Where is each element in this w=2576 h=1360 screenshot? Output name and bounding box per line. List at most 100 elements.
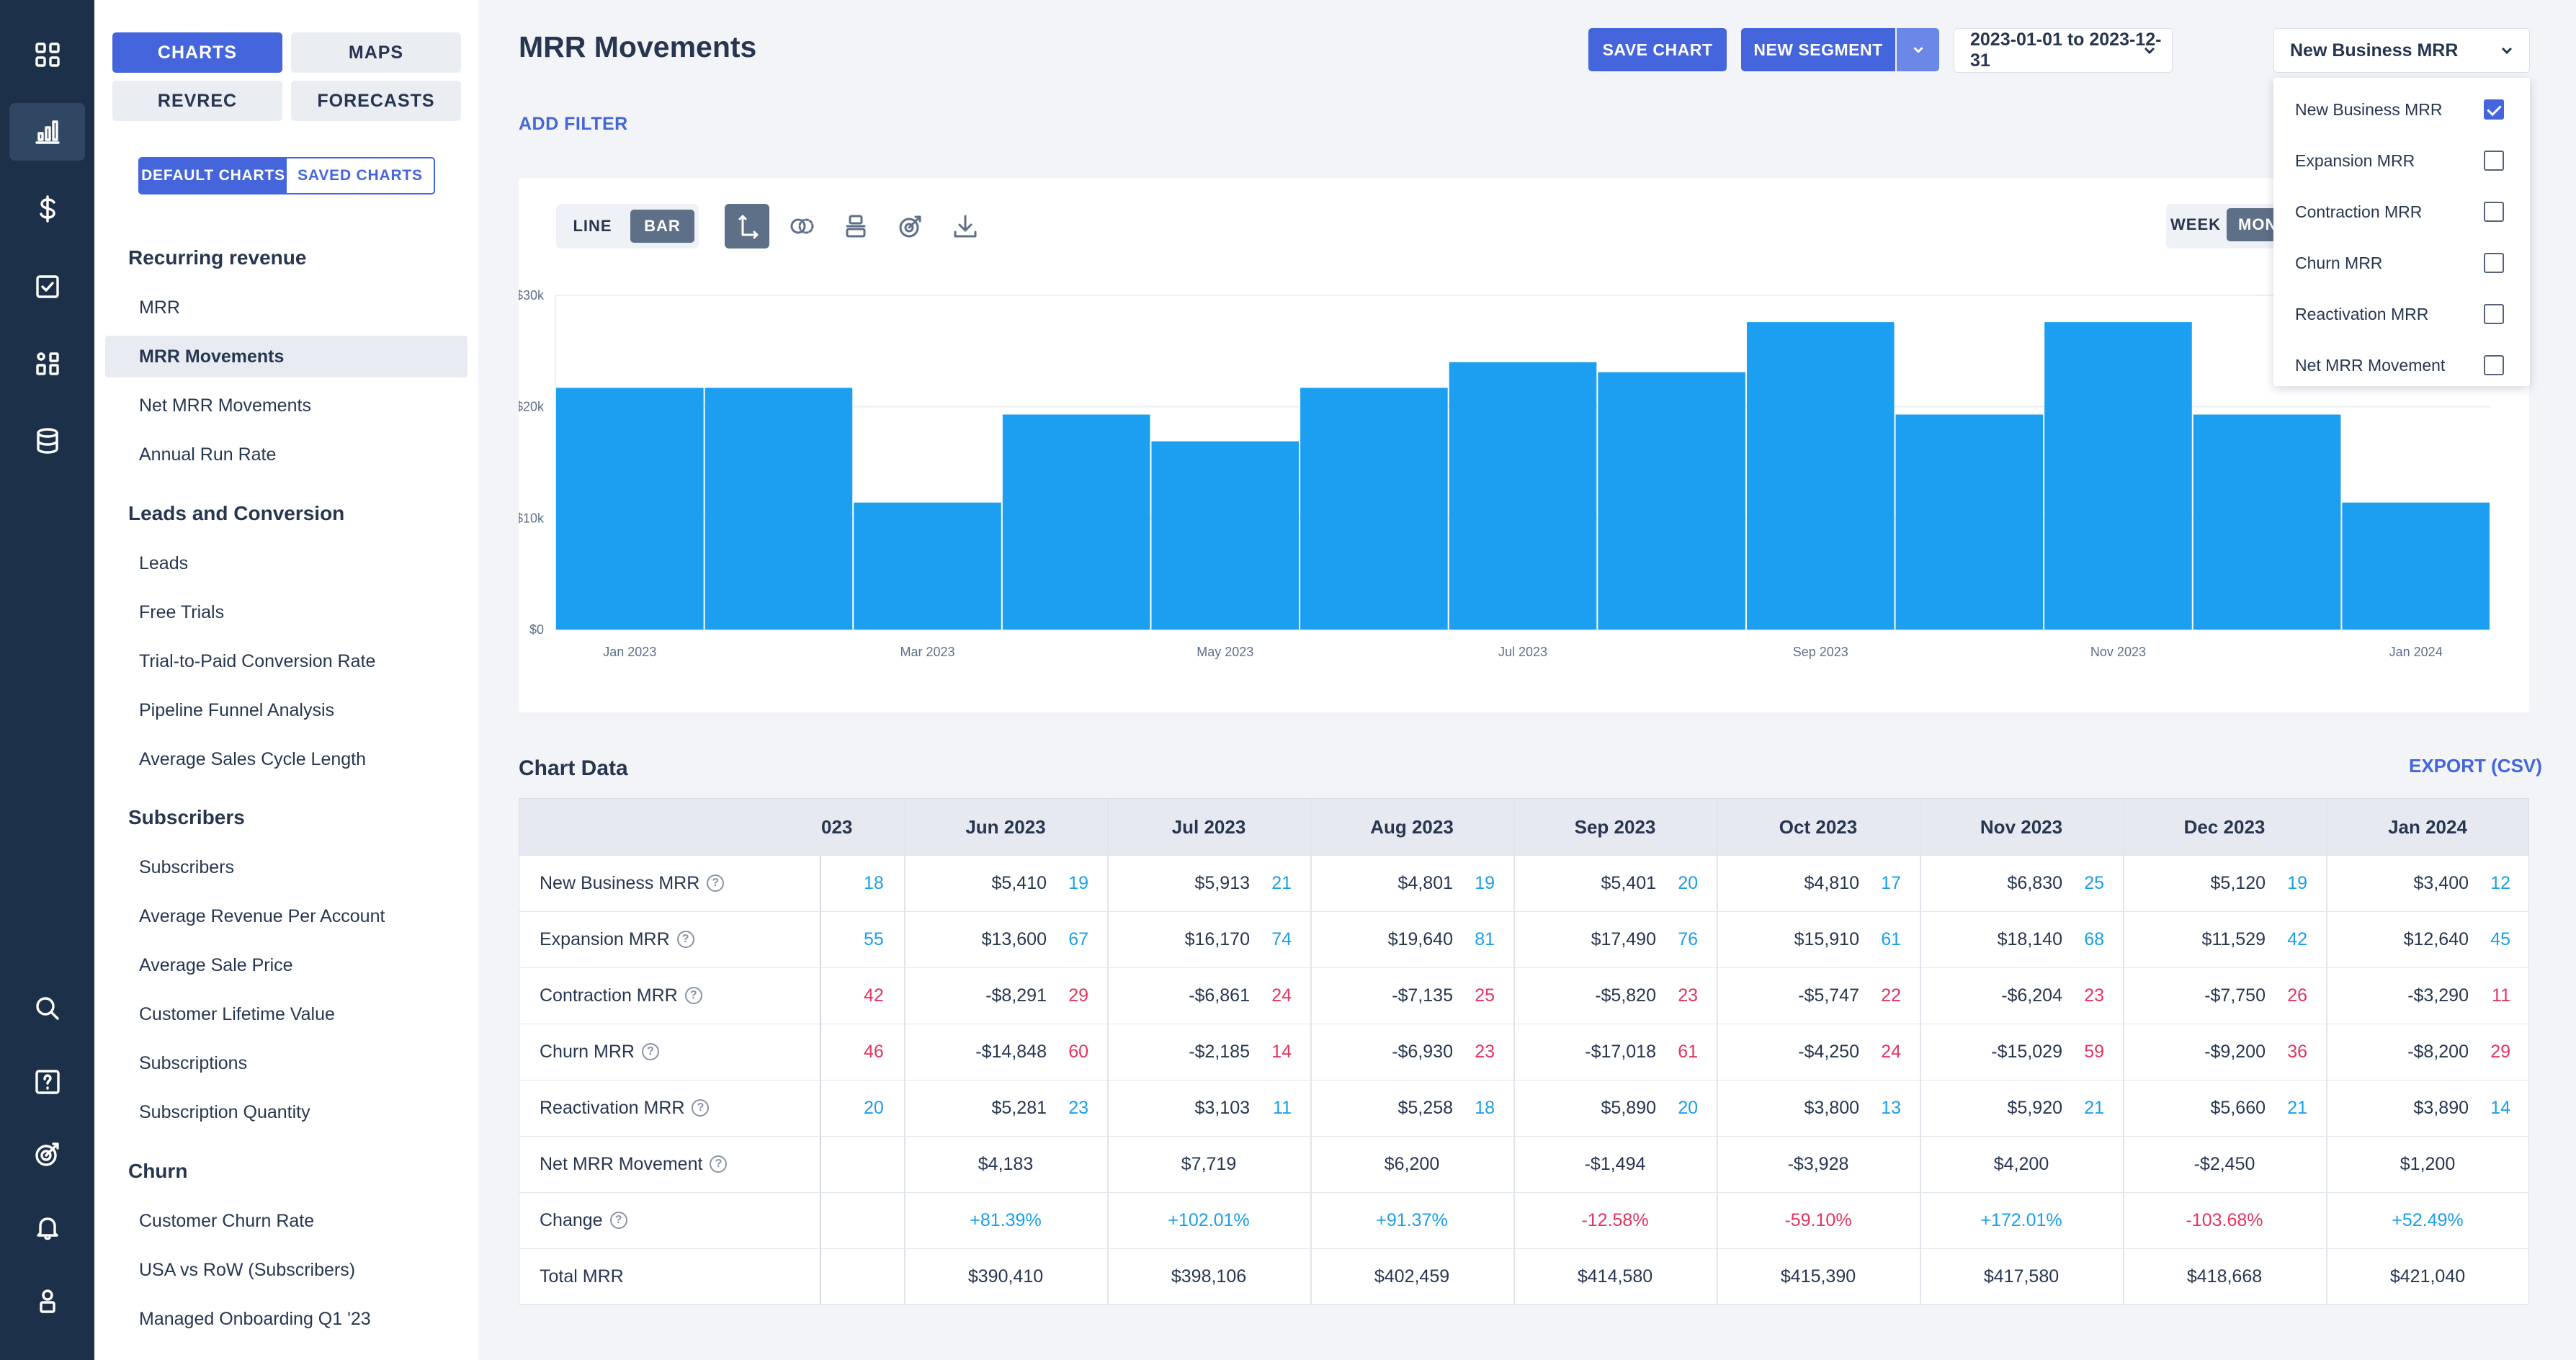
series-option[interactable]: New Business MRR xyxy=(2295,84,2518,135)
download-button[interactable] xyxy=(943,204,988,249)
series-option-checkbox[interactable] xyxy=(2484,99,2504,120)
count-cell[interactable]: 23 xyxy=(1068,1097,1088,1118)
goal-button[interactable] xyxy=(888,204,933,249)
add-filter-link[interactable]: ADD FILTER xyxy=(519,114,628,134)
count-cell[interactable]: 19 xyxy=(2287,872,2307,893)
target-icon[interactable] xyxy=(9,1125,85,1183)
bar[interactable] xyxy=(1598,372,1745,630)
bar-toggle[interactable]: BAR xyxy=(630,210,694,243)
checklist-icon[interactable] xyxy=(9,258,85,316)
count-cell[interactable]: 21 xyxy=(1271,872,1292,893)
count-cell[interactable]: 24 xyxy=(1271,985,1292,1006)
count-cell[interactable]: 18 xyxy=(1475,1097,1495,1118)
sidebar-item[interactable]: MRR Movements xyxy=(105,336,468,377)
count-cell[interactable]: 42 xyxy=(2287,929,2307,949)
help-icon[interactable] xyxy=(9,1053,85,1111)
bar[interactable] xyxy=(1300,388,1448,630)
sidebar-item[interactable]: Average Sale Price xyxy=(139,954,293,975)
count-cell[interactable]: 21 xyxy=(2084,1097,2104,1118)
count-cell[interactable]: 13 xyxy=(1881,1097,1901,1118)
help-icon[interactable]: ? xyxy=(641,1043,659,1060)
database-icon[interactable] xyxy=(9,412,85,470)
default-charts-button[interactable]: DEFAULT CHARTS xyxy=(140,158,287,193)
compare-button[interactable] xyxy=(779,204,824,249)
bar[interactable] xyxy=(2193,414,2341,630)
count-cell[interactable]: 17 xyxy=(1881,872,1901,893)
sidebar-item[interactable]: Subscription Quantity xyxy=(139,1101,310,1122)
sidebar-item[interactable]: Free Trials xyxy=(139,601,225,622)
count-cell[interactable]: 20 xyxy=(1678,872,1698,893)
sidebar-item[interactable]: MRR xyxy=(139,297,180,318)
save-chart-button[interactable]: SAVE CHART xyxy=(1588,28,1727,71)
sidebar-item[interactable]: Average Revenue Per Account xyxy=(139,905,385,926)
count-cell[interactable]: 26 xyxy=(2287,985,2307,1006)
segments-icon[interactable] xyxy=(9,335,85,393)
bell-icon[interactable] xyxy=(9,1199,85,1256)
count-cell[interactable]: 23 xyxy=(2084,985,2104,1006)
charts-icon[interactable] xyxy=(9,103,85,161)
count-cell[interactable]: 36 xyxy=(2287,1041,2307,1062)
help-icon[interactable]: ? xyxy=(609,1212,627,1229)
count-cell[interactable]: 20 xyxy=(1678,1097,1698,1118)
help-icon[interactable]: ? xyxy=(707,874,725,892)
count-cell[interactable]: 74 xyxy=(1271,929,1292,949)
bar[interactable] xyxy=(854,502,1001,630)
series-option-checkbox[interactable] xyxy=(2484,355,2504,375)
count-cell[interactable]: 22 xyxy=(1881,985,1901,1006)
count-cell[interactable]: 14 xyxy=(2490,1097,2510,1118)
count-cell[interactable]: 25 xyxy=(1475,985,1495,1006)
line-toggle[interactable]: LINE xyxy=(573,217,612,235)
series-option[interactable]: Expansion MRR xyxy=(2295,135,2518,187)
sidebar-item[interactable]: Annual Run Rate xyxy=(139,444,277,465)
sidebar-item[interactable]: Net MRR Movements xyxy=(139,395,311,416)
count-cell[interactable]: 61 xyxy=(1678,1041,1698,1062)
series-option-checkbox[interactable] xyxy=(2484,304,2504,324)
new-segment-button[interactable]: NEW SEGMENT xyxy=(1741,28,1895,71)
dashboard-icon[interactable] xyxy=(9,26,85,84)
help-icon[interactable]: ? xyxy=(692,1099,710,1117)
sidebar-item[interactable]: Customer Churn Rate xyxy=(139,1210,315,1231)
bar[interactable] xyxy=(2044,322,2192,630)
count-cell[interactable]: 11 xyxy=(2492,985,2510,1006)
sidebar-item[interactable]: Customer Lifetime Value xyxy=(139,1003,335,1024)
count-cell[interactable]: 11 xyxy=(1273,1097,1292,1118)
bar[interactable] xyxy=(1002,414,1150,630)
bar[interactable] xyxy=(1151,441,1300,630)
bar[interactable] xyxy=(1895,414,2044,630)
count-cell[interactable]: 23 xyxy=(1678,985,1698,1006)
series-option[interactable]: Churn MRR xyxy=(2295,238,2518,289)
help-icon[interactable]: ? xyxy=(710,1155,728,1173)
export-csv-link[interactable]: EXPORT (CSV) xyxy=(2409,755,2542,777)
axis-toggle-button[interactable] xyxy=(725,204,769,249)
new-segment-dropdown[interactable] xyxy=(1897,28,1939,71)
stack-button[interactable] xyxy=(833,204,878,249)
search-icon[interactable] xyxy=(9,980,85,1037)
sidebar-item[interactable]: Trial-to-Paid Conversion Rate xyxy=(139,650,376,671)
count-cell[interactable]: 19 xyxy=(1068,872,1088,893)
bar[interactable] xyxy=(705,388,853,630)
count-cell[interactable]: 60 xyxy=(1068,1041,1088,1062)
tab-charts[interactable]: CHARTS xyxy=(112,32,282,73)
user-icon[interactable] xyxy=(9,1272,85,1330)
help-icon[interactable]: ? xyxy=(684,987,702,1004)
count-cell[interactable]: 29 xyxy=(2490,1041,2510,1062)
sidebar-item[interactable]: Subscriptions xyxy=(139,1052,248,1073)
series-option[interactable]: Reactivation MRR xyxy=(2295,289,2518,340)
series-select[interactable]: New Business MRR xyxy=(2273,28,2530,73)
bar[interactable] xyxy=(1746,322,1895,630)
sidebar-item[interactable]: Average Sales Cycle Length xyxy=(139,748,367,769)
count-cell[interactable]: 12 xyxy=(2490,872,2510,893)
count-cell[interactable]: 76 xyxy=(1678,929,1698,949)
tab-forecasts[interactable]: FORECASTS xyxy=(291,81,461,121)
date-range-select[interactable]: 2023-01-01 to 2023-12-31 xyxy=(1954,28,2173,73)
tab-revrec[interactable]: REVREC xyxy=(112,81,282,121)
help-icon[interactable]: ? xyxy=(676,931,694,948)
count-cell[interactable]: 21 xyxy=(2287,1097,2307,1118)
tab-maps[interactable]: MAPS xyxy=(291,32,461,73)
bar[interactable] xyxy=(2342,502,2490,630)
count-cell[interactable]: 61 xyxy=(1881,929,1901,949)
sidebar-item[interactable]: Subscribers xyxy=(139,856,234,877)
sidebar-item[interactable]: Leads xyxy=(139,552,189,573)
count-cell[interactable]: 45 xyxy=(2490,929,2510,949)
count-cell[interactable]: 68 xyxy=(2084,929,2104,949)
